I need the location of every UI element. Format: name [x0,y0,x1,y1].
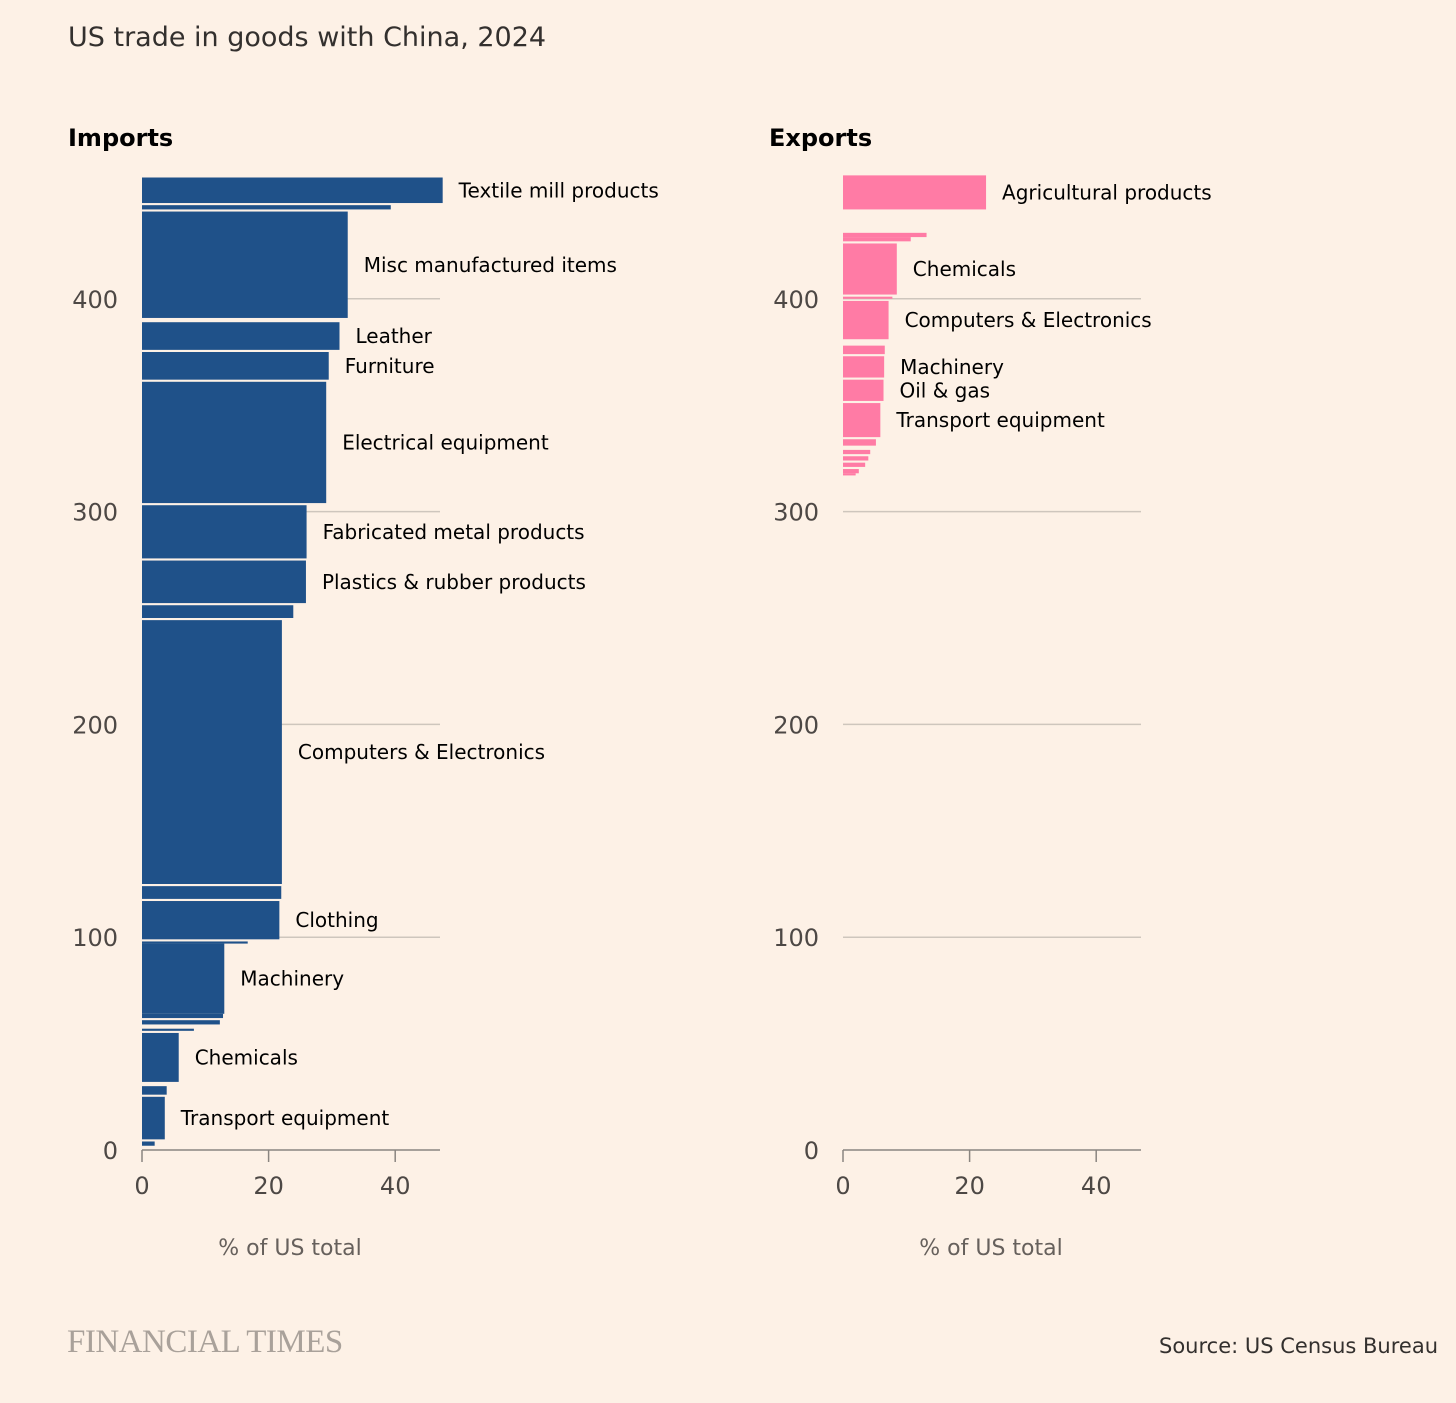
imports-x-tick-label: 40 [380,1172,411,1200]
imports-bar [142,381,327,504]
exports-bar [843,473,856,476]
exports-bar-label: Oil & gas [900,378,991,402]
imports-y-tick-label: 200 [72,711,118,739]
imports-bar-label: Fabricated metal products [323,520,585,544]
imports-x-axis-label: % of US total [218,1236,361,1261]
imports-bar-label: Textile mill products [458,178,659,202]
exports-bar [843,296,893,299]
imports-bar [142,211,348,318]
imports-bar-label: Transport equipment [180,1106,390,1130]
exports-bar [843,469,859,474]
exports-bar [843,243,897,295]
exports-bar [843,232,927,238]
exports-bar-label: Computers & Electronics [905,308,1152,332]
exports-bar [843,456,869,461]
imports-bar [142,901,280,940]
chart-title: US trade in goods with China, 2024 [68,22,547,53]
exports-bar [843,175,987,210]
imports-bar [142,505,307,559]
exports-panel-title: Exports [769,124,872,152]
exports-bar-label: Transport equipment [895,408,1105,432]
exports-bar [843,345,885,355]
exports-bar [843,449,871,455]
imports-bar [142,1013,224,1019]
imports-bar [142,1020,220,1025]
imports-panel-title: Imports [68,124,173,152]
exports-bar [843,439,876,446]
exports-y-tick-label: 400 [773,286,819,314]
imports-bar [142,941,248,944]
exports-x-tick-label: 0 [835,1172,850,1200]
exports-y-tick-label: 200 [773,711,819,739]
exports-bar [843,379,884,401]
exports-bar-label: Chemicals [913,257,1016,281]
imports-bar [142,1028,194,1031]
imports-bar [142,322,340,350]
exports-bar [843,356,885,378]
imports-y-tick-label: 0 [103,1137,118,1165]
imports-bar [142,1032,179,1082]
imports-y-tick-label: 100 [72,924,118,952]
source-note: Source: US Census Bureau [1159,1334,1438,1358]
imports-bar [142,1086,167,1095]
imports-x-tick-label: 0 [134,1172,149,1200]
imports-x-tick-label: 20 [253,1172,284,1200]
imports-y-tick-label: 300 [72,499,118,527]
imports-bar-label: Furniture [345,354,435,378]
exports-x-axis-label: % of US total [919,1236,1062,1261]
exports-y-tick-label: 0 [804,1137,819,1165]
imports-y-tick-label: 400 [72,286,118,314]
imports-bar [142,605,294,618]
exports-x-tick-label: 20 [954,1172,985,1200]
financial-times-logo: FINANCIAL TIMES [67,1324,343,1360]
imports-bar-label: Plastics & rubber products [322,570,586,594]
imports-bar [142,352,329,380]
exports-y-tick-label: 300 [773,499,819,527]
imports-bar-label: Computers & Electronics [298,740,545,764]
imports-bar [142,560,306,604]
exports-bar-label: Agricultural products [1002,180,1212,204]
imports-bar [142,1096,165,1140]
imports-bar-label: Clothing [295,908,378,932]
exports-y-tick-label: 100 [773,924,819,952]
imports-bar-label: Leather [355,324,432,348]
imports-bar [142,620,282,884]
exports-bar-label: Machinery [900,355,1004,379]
exports-bar [843,300,889,340]
exports-bar [843,237,911,242]
imports-bar-label: Electrical equipment [342,430,549,454]
imports-bar [142,1141,155,1146]
exports-bar [843,403,881,438]
imports-bar-label: Misc manufactured items [364,253,617,277]
imports-bar [142,205,391,210]
exports-x-tick-label: 40 [1081,1172,1112,1200]
imports-bar [142,943,225,1014]
imports-bar [142,886,282,899]
exports-bar [843,462,866,467]
imports-bar-label: Machinery [240,967,344,991]
imports-bar [142,177,443,204]
imports-bar-label: Chemicals [195,1045,298,1069]
